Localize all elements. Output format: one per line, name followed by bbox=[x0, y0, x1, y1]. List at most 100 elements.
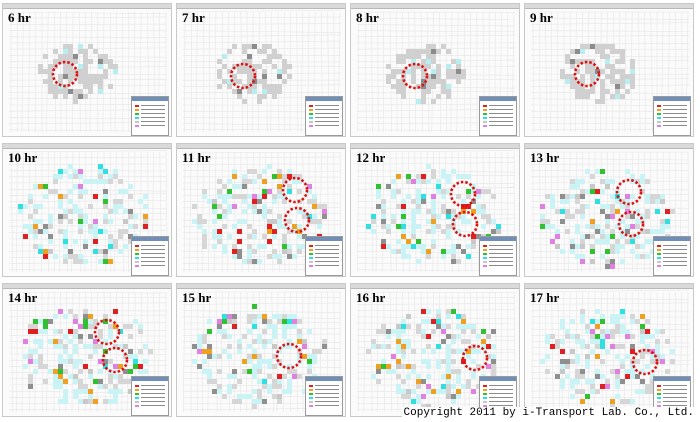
link-cell bbox=[68, 49, 73, 54]
road-line bbox=[437, 151, 440, 273]
link-cell bbox=[38, 354, 43, 359]
link-cell bbox=[446, 324, 451, 329]
legend-text-line bbox=[141, 253, 165, 254]
link-cell bbox=[575, 184, 580, 189]
link-cell bbox=[227, 49, 232, 54]
link-cell bbox=[595, 44, 600, 49]
link-cell bbox=[123, 229, 128, 234]
link-cell bbox=[88, 344, 93, 349]
link-cell bbox=[272, 54, 277, 59]
link-cell bbox=[426, 84, 431, 89]
link-cell bbox=[406, 389, 411, 394]
legend-text-line bbox=[315, 257, 339, 258]
link-cell bbox=[396, 349, 401, 354]
link-cell bbox=[133, 319, 138, 324]
road-line bbox=[545, 11, 548, 133]
link-cell bbox=[580, 374, 585, 379]
link-cell bbox=[615, 239, 620, 244]
link-cell bbox=[381, 204, 386, 209]
link-cell bbox=[68, 339, 73, 344]
link-cell bbox=[103, 319, 108, 324]
link-cell bbox=[585, 169, 590, 174]
link-cell bbox=[267, 359, 272, 364]
link-cell bbox=[476, 334, 481, 339]
link-cell bbox=[212, 209, 217, 214]
link-cell bbox=[451, 394, 456, 399]
link-cell bbox=[560, 199, 565, 204]
link-cell bbox=[610, 79, 615, 84]
link-cell bbox=[108, 374, 113, 379]
link-cell bbox=[33, 204, 38, 209]
legend-swatch bbox=[657, 401, 661, 403]
link-cell bbox=[610, 74, 615, 79]
link-cell bbox=[202, 349, 207, 354]
link-cell bbox=[252, 354, 257, 359]
link-cell bbox=[486, 344, 491, 349]
link-cell bbox=[232, 74, 237, 79]
legend-row bbox=[657, 105, 687, 107]
link-cell bbox=[103, 74, 108, 79]
link-cell bbox=[83, 344, 88, 349]
road-line bbox=[363, 291, 366, 413]
link-cell bbox=[68, 329, 73, 334]
legend-text-line bbox=[663, 253, 687, 254]
link-cell bbox=[446, 384, 451, 389]
link-cell bbox=[396, 359, 401, 364]
link-cell bbox=[471, 369, 476, 374]
link-cell bbox=[207, 379, 212, 384]
link-cell bbox=[625, 239, 630, 244]
link-cell bbox=[113, 199, 118, 204]
legend-text-line bbox=[315, 401, 339, 402]
link-cell bbox=[615, 199, 620, 204]
road-line bbox=[356, 371, 516, 373]
link-cell bbox=[133, 354, 138, 359]
link-cell bbox=[68, 209, 73, 214]
highlight-circle bbox=[101, 346, 129, 374]
road-line bbox=[357, 11, 360, 133]
link-cell bbox=[257, 99, 262, 104]
link-cell bbox=[292, 179, 297, 184]
link-cell bbox=[555, 244, 560, 249]
link-cell bbox=[575, 354, 580, 359]
road-line bbox=[182, 23, 342, 25]
link-cell bbox=[63, 49, 68, 54]
link-cell bbox=[43, 224, 48, 229]
link-cell bbox=[202, 219, 207, 224]
link-cell bbox=[73, 349, 78, 354]
link-cell bbox=[237, 79, 242, 84]
link-cell bbox=[580, 239, 585, 244]
link-cell bbox=[560, 319, 565, 324]
link-cell bbox=[123, 379, 128, 384]
link-cell bbox=[317, 349, 322, 354]
road-line bbox=[605, 11, 608, 133]
legend-box bbox=[305, 376, 343, 416]
road-line bbox=[182, 310, 342, 313]
link-cell bbox=[282, 179, 287, 184]
link-cell bbox=[58, 369, 63, 374]
link-cell bbox=[297, 224, 302, 229]
link-cell bbox=[237, 344, 242, 349]
legend-box bbox=[479, 236, 517, 276]
link-cell bbox=[78, 44, 83, 49]
link-cell bbox=[590, 59, 595, 64]
link-cell bbox=[93, 219, 98, 224]
link-cell bbox=[257, 334, 262, 339]
link-cell bbox=[257, 339, 262, 344]
legend-swatch bbox=[135, 257, 139, 259]
link-cell bbox=[615, 329, 620, 334]
link-cell bbox=[297, 244, 302, 249]
link-cell bbox=[68, 174, 73, 179]
link-cell bbox=[108, 389, 113, 394]
link-cell bbox=[381, 219, 386, 224]
link-cell bbox=[277, 214, 282, 219]
legend-swatch bbox=[657, 405, 661, 407]
link-cell bbox=[222, 314, 227, 319]
link-cell bbox=[416, 189, 421, 194]
road-line bbox=[618, 291, 621, 413]
link-cell bbox=[113, 399, 118, 404]
link-cell bbox=[232, 384, 237, 389]
link-cell bbox=[575, 89, 580, 94]
link-cell bbox=[48, 339, 53, 344]
link-cell bbox=[272, 314, 277, 319]
legend-row bbox=[135, 265, 165, 267]
